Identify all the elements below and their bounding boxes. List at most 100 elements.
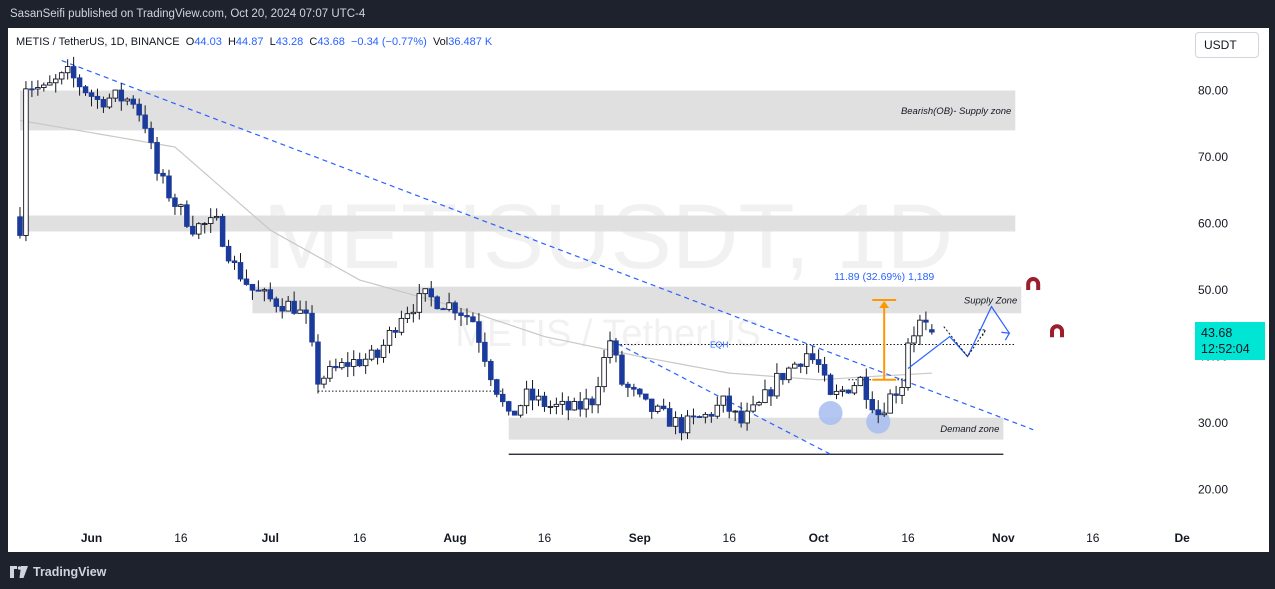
candle-body	[470, 316, 476, 323]
candle	[94, 88, 101, 109]
candle	[339, 358, 345, 370]
candle-body	[231, 260, 238, 264]
candle-body	[52, 78, 59, 84]
candle-body	[523, 388, 530, 407]
candle-body	[648, 398, 655, 412]
y-tick-label: 50.00	[1198, 283, 1228, 297]
legend-high-label: H	[227, 36, 236, 48]
candle-body	[196, 223, 202, 235]
candle	[422, 288, 429, 302]
magnet-icon	[1050, 324, 1065, 338]
candle	[225, 239, 232, 264]
candle	[893, 385, 899, 404]
candle-body	[613, 340, 619, 356]
candle-body	[172, 197, 178, 207]
candle	[279, 298, 285, 319]
candle	[201, 222, 208, 234]
candle	[470, 312, 476, 323]
candle	[368, 344, 375, 362]
candle	[41, 82, 47, 92]
candle-body	[923, 319, 929, 323]
candle	[786, 366, 792, 384]
candle	[392, 327, 399, 339]
candle-body	[64, 66, 71, 74]
candle-body	[643, 393, 649, 400]
x-tick-label: Nov	[992, 531, 1015, 545]
candle	[166, 169, 172, 202]
candle-body	[297, 309, 303, 314]
candle-body	[678, 417, 685, 434]
last-price-tag: 43.68 12:52:04	[1195, 322, 1265, 360]
candle	[142, 105, 148, 134]
candle	[70, 56, 77, 88]
candle-body	[422, 288, 429, 295]
candle-body	[374, 349, 381, 358]
candle	[529, 379, 536, 411]
legend-symbol[interactable]: METIS / TetherUS, 1D, BINANCE	[16, 36, 180, 48]
candle	[929, 324, 935, 335]
candle-body	[672, 417, 679, 427]
candle-body	[595, 386, 601, 406]
candle-body	[797, 363, 804, 367]
candle	[678, 414, 685, 441]
candle	[386, 326, 393, 354]
candle	[219, 213, 226, 248]
candle	[494, 378, 500, 398]
candle-body	[899, 386, 905, 396]
candle-body	[863, 376, 870, 400]
candle	[726, 387, 732, 419]
candle	[76, 74, 83, 96]
candle-body	[106, 97, 113, 108]
candle	[428, 281, 434, 307]
candle-body	[213, 215, 220, 219]
candle	[535, 389, 542, 407]
candle	[905, 338, 911, 391]
candle-body	[857, 376, 864, 387]
last-price-value: 43.68	[1201, 326, 1233, 340]
candle-body	[166, 175, 172, 199]
tradingview-logo[interactable]: TradingView	[10, 565, 106, 579]
candle	[410, 304, 417, 323]
candle-body	[911, 335, 917, 344]
candle	[160, 169, 166, 184]
candle-body	[762, 389, 768, 404]
legend-volume: 36.487 K	[448, 36, 493, 48]
candle-body	[547, 406, 554, 408]
candle	[434, 295, 440, 310]
candle	[184, 200, 190, 229]
candle	[595, 376, 601, 414]
candle-body	[118, 89, 125, 102]
candle-body	[803, 353, 810, 367]
currency-button[interactable]: USDT	[1195, 32, 1259, 58]
tradingview-logo-text: TradingView	[33, 565, 107, 579]
candle-body	[88, 92, 95, 97]
candle	[398, 310, 405, 336]
candle	[154, 137, 160, 181]
candle-body	[756, 402, 762, 406]
candle	[23, 81, 29, 242]
candle	[112, 89, 119, 102]
candle	[654, 404, 661, 414]
candle	[863, 368, 870, 409]
candle	[690, 408, 697, 425]
candle	[505, 400, 512, 416]
candle-body	[893, 393, 899, 396]
candle	[756, 400, 762, 407]
candle	[708, 412, 715, 423]
candle	[559, 392, 566, 415]
candle-body	[446, 302, 452, 310]
publisher-info: SasanSeifi published on TradingView.com,…	[10, 8, 366, 20]
candle-body	[321, 377, 327, 385]
candle-body	[494, 379, 500, 395]
candle-body	[815, 359, 822, 365]
legend-low: 43.28	[275, 36, 304, 48]
candle	[380, 339, 387, 363]
candle	[207, 208, 214, 233]
candle	[619, 350, 625, 387]
candle-body	[505, 401, 512, 412]
candle-body	[207, 217, 214, 225]
chart-pane[interactable]: METISUSDT, 1D METIS / TetherUS Bearish(OB)…	[8, 28, 1269, 552]
candle	[440, 307, 446, 311]
candle-body	[356, 359, 363, 367]
